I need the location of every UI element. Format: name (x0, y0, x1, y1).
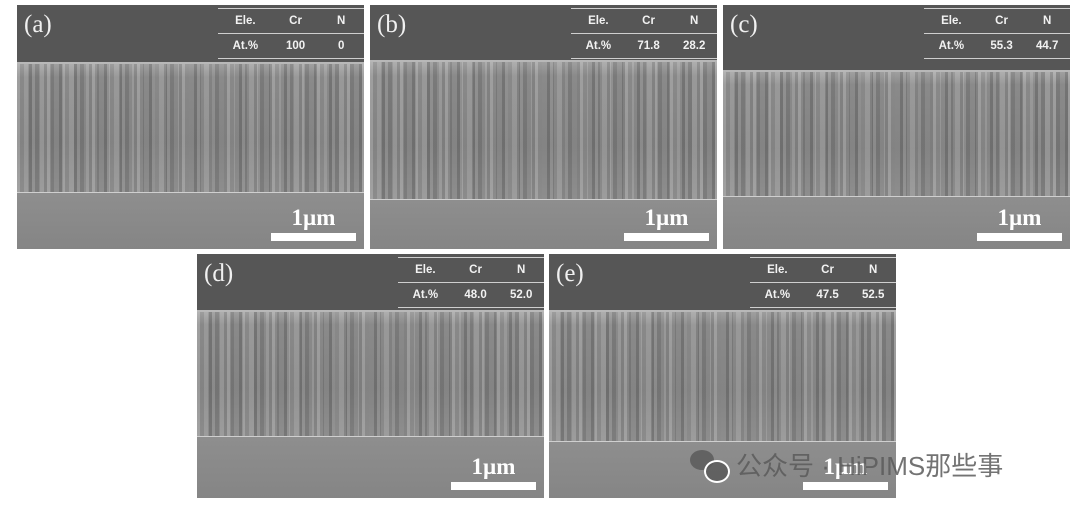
scale-bar: 1µm (271, 205, 356, 241)
scale-bar-line (977, 233, 1062, 241)
table-cell: Ele. (588, 15, 609, 27)
scale-label: 1µm (997, 205, 1042, 230)
table-cell: Ele. (235, 15, 256, 27)
table-cell: 52.5 (861, 289, 885, 301)
table-cell: Ele. (767, 264, 788, 276)
scale-bar: 1µm (451, 454, 536, 490)
scale-bar-line (803, 482, 888, 490)
table-cell: 0 (337, 40, 345, 52)
table-row: At.% 100 0 (218, 33, 364, 59)
sem-panel: (c) Ele. Cr N At.% 55.3 44.7 1µm (723, 5, 1070, 249)
table-row: At.% 47.5 52.5 (750, 282, 896, 308)
composition-table: Ele. Cr N At.% 100 0 (218, 8, 364, 59)
table-cell: N (869, 264, 878, 276)
scale-bar-line (624, 233, 709, 241)
sem-panel: (d) Ele. Cr N At.% 48.0 52.0 1µm (197, 254, 544, 498)
table-cell: Cr (469, 264, 482, 276)
scale-bar: 1µm (977, 205, 1062, 241)
scale-label: 1µm (823, 454, 868, 479)
table-cell: Cr (995, 15, 1008, 27)
table-cell: 44.7 (1035, 40, 1059, 52)
panel-label: (d) (204, 260, 234, 287)
table-cell: Cr (289, 15, 302, 27)
scale-label: 1µm (291, 205, 336, 230)
scale-label: 1µm (644, 205, 689, 230)
table-cell: 100 (285, 40, 306, 52)
table-cell: Cr (642, 15, 655, 27)
table-header-row: Ele. Cr N (571, 8, 717, 33)
watermark: 公众号 · HiPIMS那些事 (690, 446, 1003, 483)
table-cell: At.% (585, 40, 612, 52)
table-cell: Ele. (415, 264, 436, 276)
table-cell: 47.5 (816, 289, 839, 301)
table-cell: N (337, 15, 346, 27)
table-cell: At.% (412, 289, 439, 301)
panel-label: (e) (556, 260, 584, 287)
table-row: At.% 48.0 52.0 (398, 282, 544, 308)
table-cell: N (517, 264, 526, 276)
composition-table: Ele. Cr N At.% 47.5 52.5 (750, 257, 896, 308)
table-cell: Cr (821, 264, 834, 276)
film-cross-section (370, 60, 717, 202)
table-cell: 52.0 (509, 289, 533, 301)
table-header-row: Ele. Cr N (398, 257, 544, 282)
table-cell: 55.3 (990, 40, 1013, 52)
film-cross-section (549, 310, 896, 444)
table-cell: At.% (764, 289, 791, 301)
panel-label: (a) (24, 11, 52, 38)
table-row: At.% 71.8 28.2 (571, 33, 717, 59)
table-cell: N (1043, 15, 1052, 27)
film-cross-section (197, 310, 544, 439)
table-cell: At.% (938, 40, 965, 52)
scale-label: 1µm (471, 454, 516, 479)
scale-bar: 1µm (624, 205, 709, 241)
composition-table: Ele. Cr N At.% 55.3 44.7 (924, 8, 1070, 59)
table-cell: 28.2 (682, 40, 706, 52)
scale-bar-line (271, 233, 356, 241)
sem-panel: (a) Ele. Cr N At.% 100 0 1µm (17, 5, 364, 249)
composition-table: Ele. Cr N At.% 71.8 28.2 (571, 8, 717, 59)
film-cross-section (17, 62, 364, 195)
sem-panel: (b) Ele. Cr N At.% 71.8 28.2 1µm (370, 5, 717, 249)
table-cell: N (690, 15, 699, 27)
scale-bar: 1µm (803, 454, 888, 490)
table-header-row: Ele. Cr N (924, 8, 1070, 33)
table-header-row: Ele. Cr N (218, 8, 364, 33)
table-row: At.% 55.3 44.7 (924, 33, 1070, 59)
watermark-text: 公众号 · HiPIMS那些事 (736, 451, 1004, 481)
table-cell: 71.8 (637, 40, 660, 52)
wechat-icon (690, 449, 730, 483)
table-cell: At.% (232, 40, 259, 52)
composition-table: Ele. Cr N At.% 48.0 52.0 (398, 257, 544, 308)
table-cell: 48.0 (464, 289, 487, 301)
film-cross-section (723, 70, 1070, 199)
panel-label: (c) (730, 11, 758, 38)
scale-bar-line (451, 482, 536, 490)
table-header-row: Ele. Cr N (750, 257, 896, 282)
table-cell: Ele. (941, 15, 962, 27)
panel-label: (b) (377, 11, 407, 38)
